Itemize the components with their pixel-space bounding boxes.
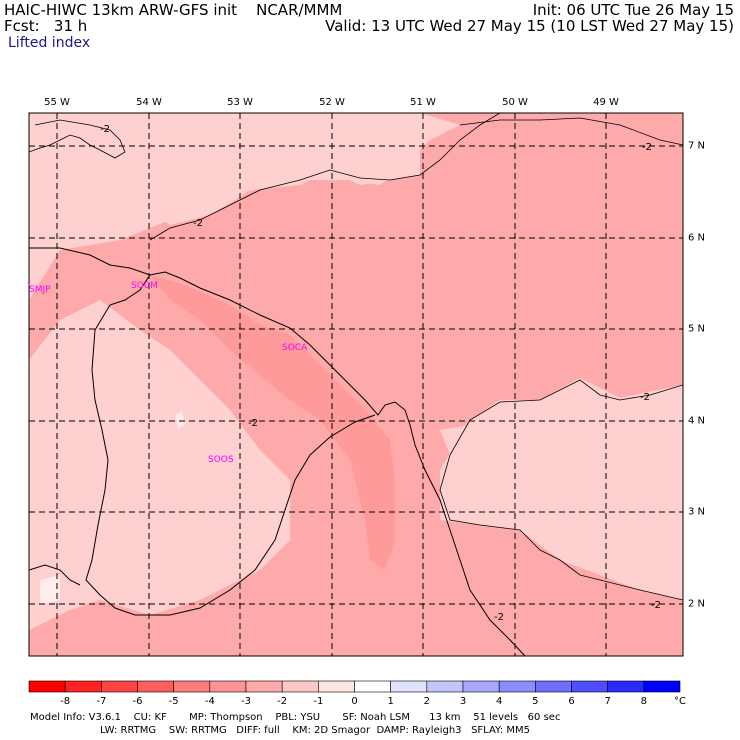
colorbar-tick-label: -4 [204,696,215,707]
station-label: SOCA [282,343,308,353]
colorbar-tick-label: -6 [132,696,143,707]
field-name: Lifted index [8,35,91,51]
model-title: HAIC-HIWC 13km ARW-GFS init NCAR/MMM [4,1,343,19]
colorbar-swatch [318,680,355,693]
colorbar-tick-label: 1 [387,696,394,707]
shading-white-spot [40,575,60,605]
colorbar-tick-label: 6 [568,696,575,707]
colorbar-swatch [643,680,681,693]
colorbar-tick-label: 0 [351,696,358,707]
contour-label: -2 [494,612,504,623]
colorbar-swatch [571,680,608,693]
colorbar-tick-label: -1 [313,696,324,707]
contour-label: -2 [193,218,203,229]
colorbar-tick-label: 7 [604,696,611,707]
colorbar-swatch [209,680,247,693]
shading-deep-coast [150,275,395,570]
lat-label: 4 N [688,415,706,427]
colorbar-swatch [354,680,391,693]
lon-label: 52 W [319,97,345,108]
colorbar-swatch [173,680,211,693]
colorbar-swatch [101,680,138,693]
station-label: SOCM [131,281,158,291]
station-label: SMJP [29,285,51,295]
colorbar-swatch [281,680,319,693]
colorbar-swatch [137,680,174,693]
lon-label: 51 W [410,97,436,108]
colorbar-swatch [462,680,500,693]
colorbar-swatch [498,680,536,693]
footer-line-1: Model Info: V3.6.1 CU: KF MP: Thompson P… [30,712,561,723]
colorbar-tick-label: -3 [241,696,251,707]
station-label: SOOS [208,455,234,465]
lat-label: 2 N [688,598,706,610]
colorbar-swatch [535,680,572,693]
colorbar-tick-label: 4 [495,696,503,707]
colorbar-swatch [607,680,645,693]
colorbar-swatch [64,680,102,693]
colorbar [28,680,681,693]
colorbar-tick-label: 8 [640,696,648,707]
lat-label: 5 N [688,323,706,335]
lon-label: 49 W [593,97,619,108]
footer-line-2: LW: RRTMG SW: RRTMG DIFF: full KM: 2D Sm… [100,725,530,736]
colorbar-unit: °C [674,696,686,707]
lon-label: 55 W [44,97,70,108]
graticule [29,113,683,656]
forecast-hour: Fcst: 31 h [4,17,88,35]
coastline [29,247,526,656]
colorbar-tick-label: 5 [532,696,539,707]
valid-time: Valid: 13 UTC Wed 27 May 15 (10 LST Wed … [325,17,734,35]
colorbar-tick-label: 3 [459,696,467,707]
contour-label: -2 [100,124,110,135]
colorbar-tick-label: -2 [277,696,288,707]
shading-light-se [440,380,683,600]
colorbar-tick-label: -8 [60,696,71,707]
colorbar-swatch [245,680,283,693]
contour-label: -2 [248,418,258,429]
shading-white-spot [175,412,185,428]
colorbar-tick-label: -7 [96,696,107,707]
lat-label: 3 N [688,506,706,518]
colorbar-swatch [28,680,66,693]
lon-label: 54 W [136,97,162,108]
colorbar-tick-label: 2 [423,696,431,707]
contour-label: -2 [640,392,650,403]
lon-label: 50 W [502,97,528,108]
lat-label: 6 N [688,232,706,244]
contour-lines [29,113,683,601]
colorbar-swatch [426,680,464,693]
contour-label: -2 [651,600,661,611]
lon-label: 53 W [227,97,253,108]
colorbar-tick-label: -5 [168,696,179,707]
shading-light-notch [150,113,420,225]
colorbar-swatch [390,680,428,693]
init-time: Init: 06 UTC Tue 26 May 15 [532,1,734,19]
lat-label: 7 N [688,140,706,152]
map-border [28,112,684,657]
contour-label: -2 [642,142,652,153]
